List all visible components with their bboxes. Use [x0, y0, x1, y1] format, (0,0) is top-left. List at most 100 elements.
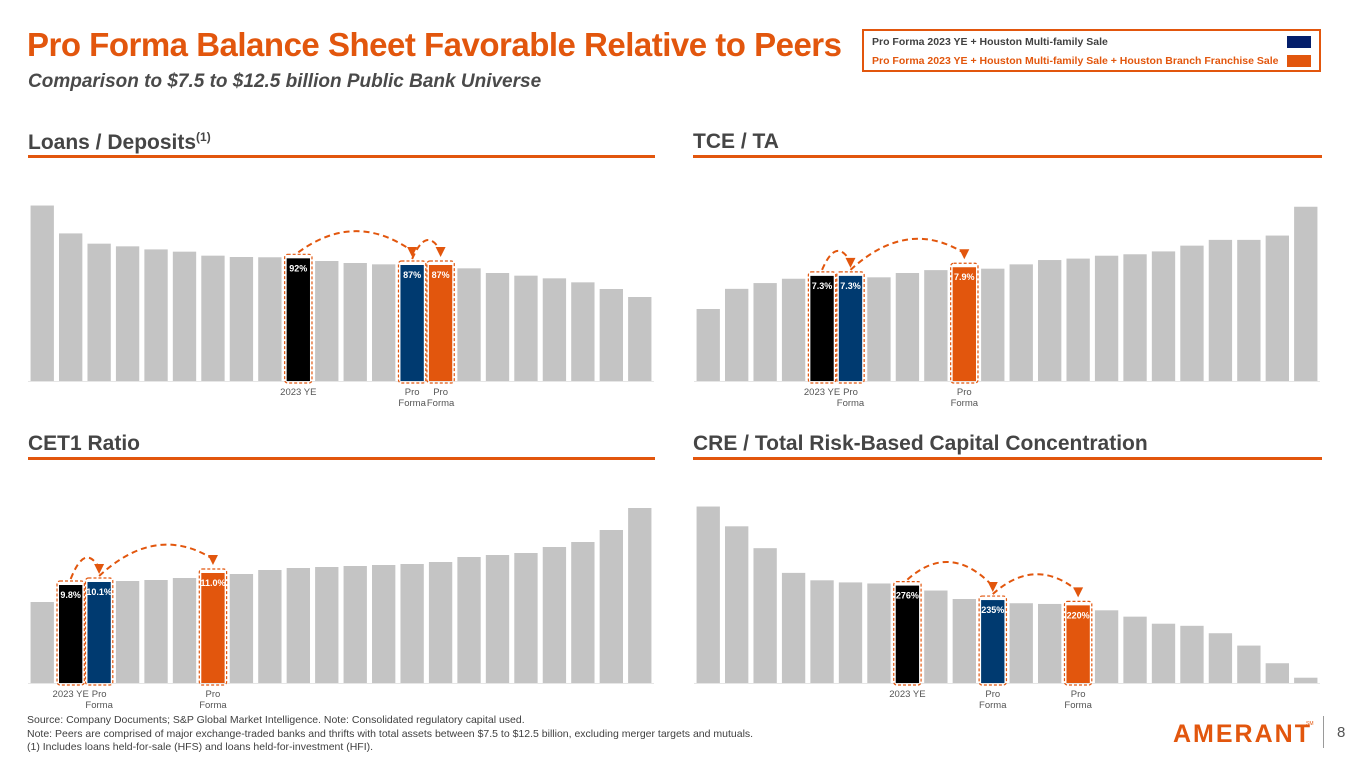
section-rule — [28, 155, 655, 158]
bar-peer — [838, 582, 863, 683]
bar-peer — [1009, 264, 1033, 381]
data-label: 11.0% — [200, 578, 225, 588]
bar-peer — [59, 233, 83, 381]
bar-peer — [229, 257, 254, 381]
bar-ye — [810, 275, 834, 381]
data-label: 7.9% — [954, 272, 975, 282]
category-label: 2023 YE — [53, 689, 89, 700]
bar-proforma2 — [1066, 605, 1090, 683]
arrowhead-icon — [94, 564, 105, 574]
bar-peer — [144, 580, 168, 683]
highlight-outline — [836, 271, 865, 384]
category-label: Pro — [433, 387, 448, 398]
highlight-outline — [978, 595, 1008, 686]
bar-peer — [457, 268, 481, 381]
arrowhead-icon — [959, 249, 970, 260]
bar-peer — [599, 530, 623, 683]
bar-peer — [514, 275, 538, 381]
bar-peer — [725, 288, 749, 381]
data-label: 235% — [981, 605, 1004, 615]
bar-peer — [1180, 625, 1204, 683]
highlight-outline — [56, 580, 85, 686]
bar-peer — [485, 555, 510, 683]
bar-peer — [115, 581, 140, 683]
bar-peer — [172, 251, 197, 381]
highlight-outline — [950, 262, 979, 384]
bar-peer — [1265, 235, 1289, 381]
section-rule — [693, 155, 1322, 158]
bar-peer — [696, 506, 720, 683]
bar-peer — [343, 263, 367, 381]
bar-peer — [286, 568, 310, 683]
bar-peer — [781, 572, 806, 683]
category-label: Pro — [843, 387, 858, 398]
category-label: Forma — [85, 700, 113, 711]
highlight-outline — [426, 260, 455, 384]
bar-peer — [952, 599, 976, 683]
bar-peer — [981, 268, 1005, 381]
legend-item-proforma-branch-sale: Pro Forma 2023 YE + Houston Multi-family… — [872, 55, 1279, 67]
footnote-source: Source: Company Documents; S&P Global Ma… — [27, 714, 525, 726]
arrowhead-icon — [435, 247, 446, 257]
category-label: Forma — [837, 398, 865, 409]
category-label: 2023 YE — [280, 387, 316, 398]
bar-ye — [895, 585, 920, 683]
bar-peer — [628, 508, 652, 683]
bar-proforma2 — [428, 265, 453, 381]
bar-peer — [1151, 623, 1176, 683]
bar-peer — [542, 547, 567, 683]
bar-peer — [1123, 616, 1147, 683]
page-number: 8 — [1337, 724, 1346, 741]
bar-peer — [514, 553, 538, 683]
highlight-outline — [1063, 600, 1093, 686]
category-label: Forma — [979, 700, 1007, 711]
bar-peer — [696, 309, 720, 381]
dashed-arrow — [992, 573, 1079, 595]
data-label: 87% — [432, 270, 450, 280]
bar-peer — [485, 273, 510, 381]
page-title: Pro Forma Balance Sheet Favorable Relati… — [27, 26, 842, 63]
bar-peer — [924, 270, 948, 381]
dashed-arrow — [849, 237, 965, 271]
section-rule — [28, 457, 655, 460]
category-label: Forma — [199, 700, 227, 711]
category-label: Pro — [206, 689, 221, 700]
bar-peer — [258, 570, 282, 683]
bar-peer — [628, 297, 652, 381]
bar-peer — [1294, 206, 1318, 381]
bar-peer — [343, 566, 367, 683]
footnote-loans: (1) Includes loans held-for-sale (HFS) a… — [27, 741, 374, 753]
bar-peer — [372, 264, 396, 381]
category-label: Forma — [398, 398, 426, 409]
section-rule — [693, 457, 1322, 460]
bar-proforma1 — [400, 265, 424, 381]
bar-peer — [457, 557, 481, 683]
legend: Pro Forma 2023 YE + Houston Multi-family… — [862, 29, 1321, 72]
highlight-outline — [84, 577, 114, 686]
bar-peer — [1094, 610, 1119, 683]
bar-peer — [1180, 245, 1204, 381]
section-title-text: Loans / Deposits — [28, 131, 197, 154]
dashed-arrow — [821, 250, 852, 271]
dashed-arrow — [297, 230, 413, 254]
bar-peer — [753, 283, 777, 381]
bar-peer — [428, 562, 453, 683]
bar-proforma1 — [838, 275, 863, 381]
data-label: 276% — [896, 591, 919, 601]
footnote-peers: Note: Peers are comprised of major excha… — [27, 727, 754, 740]
legend-swatch-navy — [1287, 36, 1311, 48]
amerant-logo: AMERANT — [1173, 720, 1312, 748]
bar-peer — [87, 243, 111, 381]
bar-peer — [144, 249, 168, 381]
bar-peer — [115, 246, 140, 381]
bar-peer — [315, 567, 339, 683]
section-title-cet1: CET1 Ratio — [28, 432, 141, 455]
bar-peer — [542, 278, 567, 381]
dashed-arrow — [69, 556, 101, 580]
data-label: 9.8% — [60, 590, 81, 600]
data-label: 92% — [289, 263, 307, 273]
legend-swatch-orange — [1287, 55, 1311, 67]
